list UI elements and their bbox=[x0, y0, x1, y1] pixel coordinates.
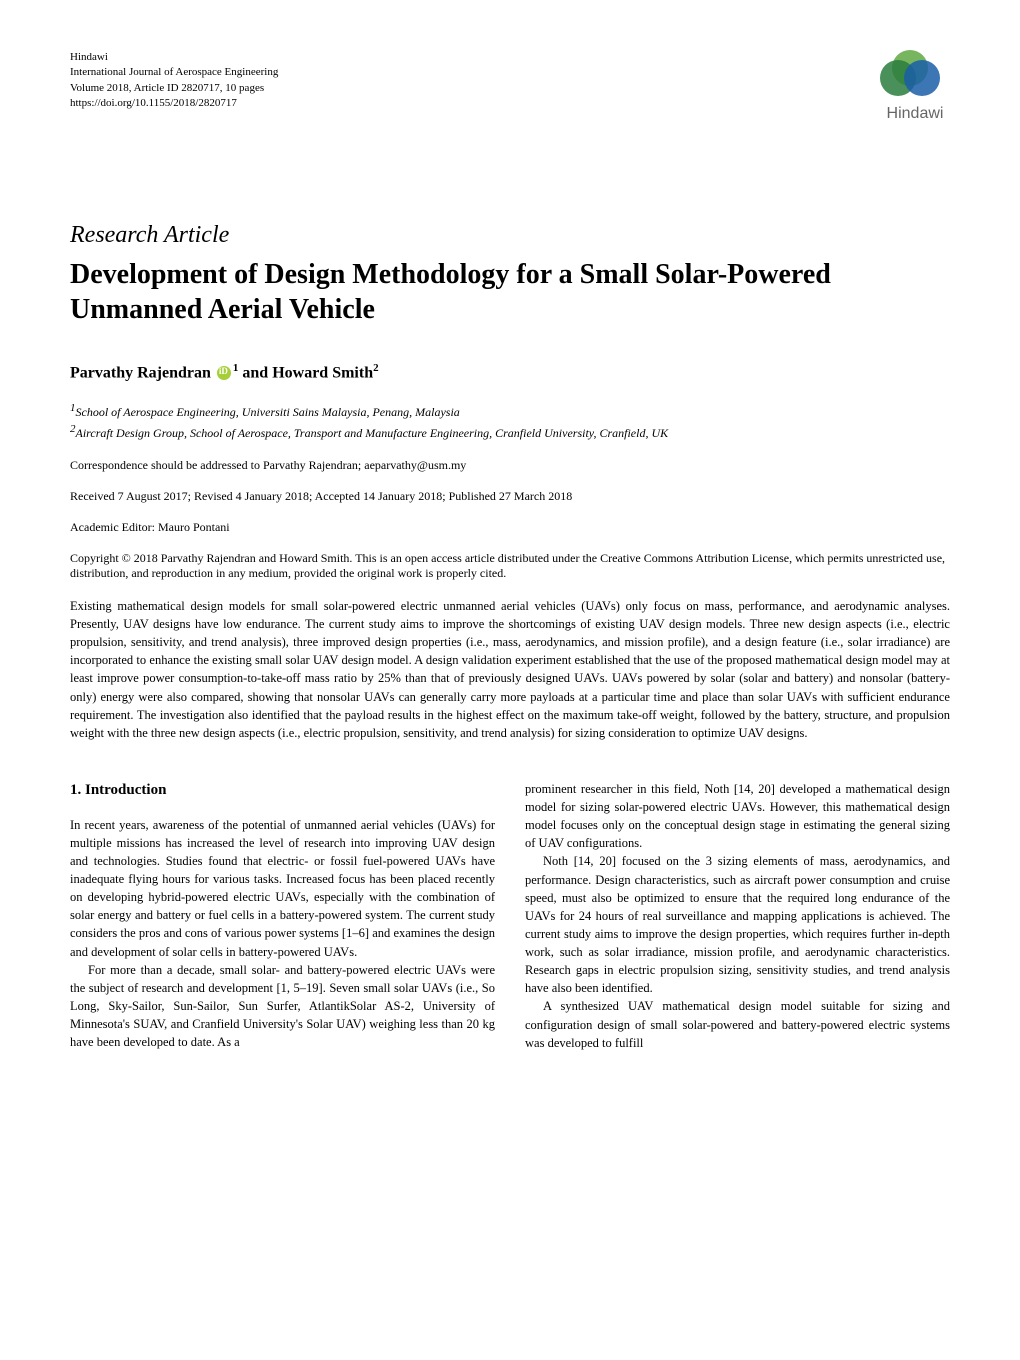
authors-line: Parvathy Rajendran 1 and Howard Smith2 bbox=[70, 362, 950, 382]
left-paragraph-1: In recent years, awareness of the potent… bbox=[70, 816, 495, 961]
body-columns: 1. Introduction In recent years, awarene… bbox=[70, 780, 950, 1052]
aff2-text: Aircraft Design Group, School of Aerospa… bbox=[76, 426, 669, 440]
aff1-text: School of Aerospace Engineering, Univers… bbox=[76, 405, 460, 419]
logo-circle-blue bbox=[904, 60, 940, 96]
right-column: prominent researcher in this field, Noth… bbox=[525, 780, 950, 1052]
author1-affiliation-sup: 1 bbox=[233, 362, 239, 374]
affiliation-2: 2Aircraft Design Group, School of Aerosp… bbox=[70, 421, 950, 442]
publication-header: Hindawi International Journal of Aerospa… bbox=[70, 50, 950, 112]
editor-line: Academic Editor: Mauro Pontani bbox=[70, 520, 950, 535]
volume-info: Volume 2018, Article ID 2820717, 10 page… bbox=[70, 81, 950, 96]
abstract-text: Existing mathematical design models for … bbox=[70, 597, 950, 742]
copyright-line: Copyright © 2018 Parvathy Rajendran and … bbox=[70, 551, 950, 581]
right-paragraph-2: Noth [14, 20] focused on the 3 sizing el… bbox=[525, 852, 950, 997]
authors-conjunction: and bbox=[242, 364, 272, 381]
left-column: 1. Introduction In recent years, awarene… bbox=[70, 780, 495, 1052]
right-paragraph-3: A synthesized UAV mathematical design mo… bbox=[525, 997, 950, 1051]
publisher-name: Hindawi bbox=[70, 50, 950, 65]
left-paragraph-2: For more than a decade, small solar- and… bbox=[70, 961, 495, 1052]
affiliations-block: 1School of Aerospace Engineering, Univer… bbox=[70, 400, 950, 442]
orcid-icon bbox=[217, 366, 231, 380]
correspondence-line: Correspondence should be addressed to Pa… bbox=[70, 458, 950, 473]
doi-link: https://doi.org/10.1155/2018/2820717 bbox=[70, 96, 950, 111]
logo-text: Hindawi bbox=[880, 105, 950, 123]
logo-circles-icon bbox=[880, 50, 950, 100]
publisher-logo: Hindawi bbox=[880, 50, 950, 123]
article-title: Development of Design Methodology for a … bbox=[70, 257, 950, 327]
journal-name: International Journal of Aerospace Engin… bbox=[70, 65, 950, 80]
author2-affiliation-sup: 2 bbox=[373, 362, 379, 374]
right-paragraph-1: prominent researcher in this field, Noth… bbox=[525, 780, 950, 853]
dates-line: Received 7 August 2017; Revised 4 Januar… bbox=[70, 489, 950, 504]
affiliation-1: 1School of Aerospace Engineering, Univer… bbox=[70, 400, 950, 421]
author2-name: Howard Smith bbox=[272, 364, 373, 381]
article-type: Research Article bbox=[70, 222, 950, 249]
author1-name: Parvathy Rajendran bbox=[70, 364, 211, 381]
section-1-heading: 1. Introduction bbox=[70, 780, 495, 802]
